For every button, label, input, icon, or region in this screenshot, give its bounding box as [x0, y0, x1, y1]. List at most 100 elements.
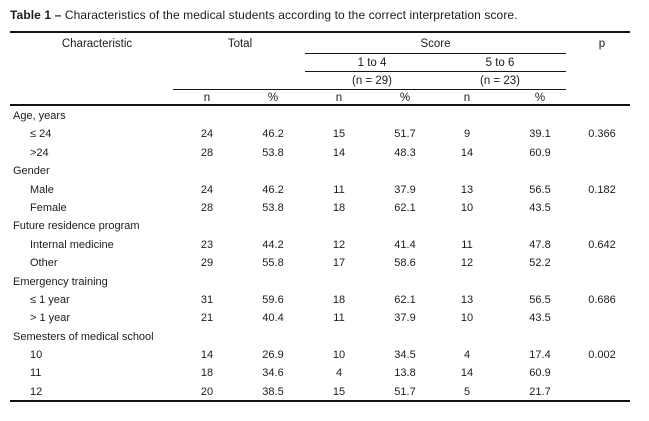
cell-pct-1to4: 62.1 [394, 293, 416, 306]
cell-n-5to6: 10 [460, 201, 474, 214]
cell-p-value: 0.002 [588, 349, 616, 362]
table-row-group: Age, years [0, 107, 649, 125]
cell-pct-5to6: 60.9 [529, 146, 551, 159]
cell-pct-total: 34.6 [262, 367, 284, 380]
table-row: Female 28 53.8 18 62.1 10 43.5 [0, 199, 649, 217]
cell-n-5to6: 12 [460, 257, 474, 270]
cell-n-total: 23 [200, 238, 214, 251]
table-row: Male 24 46.2 11 37.9 13 56.5 0.182 [0, 181, 649, 199]
cell-n-1to4: 10 [332, 349, 346, 362]
cell-pct-total: 40.4 [262, 312, 284, 325]
row-label: Semesters of medical school [13, 330, 154, 343]
cell-pct-5to6: 56.5 [529, 183, 551, 196]
table-row: >24 28 53.8 14 48.3 14 60.9 [0, 144, 649, 162]
cell-pct-1to4: 48.3 [394, 146, 416, 159]
row-label: Male [30, 183, 54, 196]
cell-n-5to6: 10 [460, 312, 474, 325]
subcolumn-header-n-5to6: n [463, 92, 471, 104]
cell-n-1to4: 17 [332, 257, 346, 270]
table-body: Age, years ≤ 24 24 46.2 15 51.7 9 39.1 0… [0, 107, 649, 401]
row-label: >24 [30, 146, 49, 159]
table-caption: Table 1 – Characteristics of the medical… [10, 7, 518, 23]
rule-top [10, 31, 630, 33]
table-row-group: Future residence program [0, 217, 649, 235]
cell-pct-1to4: 41.4 [394, 238, 416, 251]
cell-pct-5to6: 47.8 [529, 238, 551, 251]
row-label: 11 [30, 367, 42, 380]
column-header-p: p [598, 38, 606, 50]
cell-pct-5to6: 56.5 [529, 293, 551, 306]
column-header-score: Score [420, 38, 451, 50]
column-header-n29: (n = 29) [352, 75, 392, 87]
row-label: > 1 year [30, 312, 71, 325]
column-header-n23: (n = 23) [480, 75, 520, 87]
row-label: ≤ 24 [30, 128, 52, 141]
cell-n-1to4: 15 [332, 385, 346, 398]
table-row: Other 29 55.8 17 58.6 12 52.2 [0, 254, 649, 272]
column-header-score-5to6: 5 to 6 [485, 57, 515, 69]
cell-n-total: 18 [200, 367, 214, 380]
cell-n-1to4: 18 [332, 201, 346, 214]
cell-pct-1to4: 51.7 [394, 385, 416, 398]
cell-n-5to6: 9 [463, 128, 471, 141]
table-row: Internal medicine 23 44.2 12 41.4 11 47.… [0, 236, 649, 254]
rule-above-subcolumns [173, 89, 566, 90]
cell-pct-total: 55.8 [262, 257, 284, 270]
cell-pct-1to4: 58.6 [394, 257, 416, 270]
cell-pct-total: 26.9 [262, 349, 284, 362]
subcolumn-header-n-total: n [203, 92, 211, 104]
table-caption-text: Characteristics of the medical students … [64, 8, 518, 22]
row-label: ≤ 1 year [30, 293, 70, 306]
table-row: > 1 year 21 40.4 11 37.9 10 43.5 [0, 309, 649, 327]
cell-pct-total: 53.8 [262, 201, 284, 214]
cell-pct-5to6: 43.5 [529, 312, 551, 325]
cell-pct-total: 44.2 [262, 238, 284, 251]
subcolumn-header-n-1to4: n [335, 92, 343, 104]
cell-n-1to4: 14 [332, 146, 346, 159]
rule-under-score-ranges [305, 71, 566, 72]
row-label: Future residence program [13, 220, 140, 233]
cell-pct-5to6: 17.4 [529, 349, 551, 362]
rule-under-score [305, 53, 566, 54]
cell-n-total: 21 [200, 312, 214, 325]
cell-pct-5to6: 60.9 [529, 367, 551, 380]
cell-n-5to6: 13 [460, 183, 474, 196]
cell-p-value: 0.642 [588, 238, 616, 251]
rule-table-bottom [10, 400, 630, 402]
table-row-group: Emergency training [0, 273, 649, 291]
cell-n-total: 29 [200, 257, 214, 270]
cell-n-total: 24 [200, 183, 214, 196]
cell-n-1to4: 15 [332, 128, 346, 141]
cell-n-total: 24 [200, 128, 214, 141]
row-label: Gender [13, 165, 50, 178]
cell-n-5to6: 13 [460, 293, 474, 306]
cell-pct-1to4: 37.9 [394, 183, 416, 196]
column-header-characteristic: Characteristic [61, 38, 133, 50]
cell-n-total: 20 [200, 385, 214, 398]
cell-pct-total: 53.8 [262, 146, 284, 159]
cell-p-value: 0.366 [588, 128, 616, 141]
cell-n-5to6: 14 [460, 146, 474, 159]
cell-pct-total: 46.2 [262, 183, 284, 196]
table-row: 12 20 38.5 15 51.7 5 21.7 [0, 383, 649, 401]
subcolumn-header-pct-5to6: % [534, 92, 546, 104]
table-row: ≤ 1 year 31 59.6 18 62.1 13 56.5 0.686 [0, 291, 649, 309]
cell-p-value: 0.686 [588, 293, 616, 306]
row-label: Other [30, 257, 58, 270]
column-header-score-1to4: 1 to 4 [357, 57, 387, 69]
table-row-group: Gender [0, 162, 649, 180]
cell-pct-total: 59.6 [262, 293, 284, 306]
subcolumn-header-pct-1to4: % [399, 92, 411, 104]
row-label: Age, years [13, 110, 66, 122]
row-label: Female [30, 201, 67, 214]
cell-pct-1to4: 51.7 [394, 128, 416, 141]
cell-n-5to6: 4 [463, 349, 471, 362]
row-label: Internal medicine [30, 238, 114, 251]
cell-pct-total: 46.2 [262, 128, 284, 141]
cell-n-5to6: 5 [463, 385, 471, 398]
cell-n-1to4: 4 [335, 367, 343, 380]
row-label: 12 [30, 385, 43, 398]
cell-n-total: 31 [200, 293, 214, 306]
table-row: ≤ 24 24 46.2 15 51.7 9 39.1 0.366 [0, 125, 649, 143]
cell-pct-1to4: 34.5 [394, 349, 416, 362]
